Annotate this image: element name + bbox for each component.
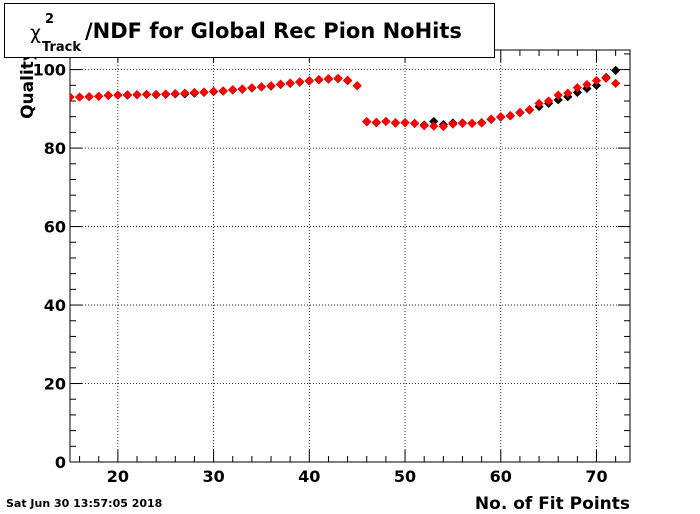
data-point — [218, 86, 228, 96]
data-point — [352, 81, 362, 91]
data-point — [256, 82, 267, 92]
data-point — [333, 73, 343, 83]
data-point — [295, 77, 305, 87]
data-point — [553, 90, 563, 100]
y-tick-label: 60 — [44, 218, 66, 237]
data-point — [572, 87, 582, 97]
frame-layer — [69, 49, 631, 463]
data-point — [390, 117, 401, 128]
data-point — [477, 118, 487, 128]
points-layer — [70, 65, 621, 132]
x-tick-label: 40 — [298, 467, 320, 486]
y-tick-label: 40 — [44, 296, 66, 315]
chart-title: /NDF for Global Rec Pion NoHits — [85, 19, 462, 43]
data-point — [208, 86, 219, 96]
y-tick-label: 100 — [33, 61, 66, 80]
data-point — [591, 80, 602, 90]
grid-layer — [70, 50, 630, 463]
data-point — [122, 90, 133, 100]
points-group — [70, 65, 621, 132]
data-point — [84, 92, 94, 102]
data-point — [438, 121, 448, 132]
data-point — [553, 95, 563, 105]
x-tick-label: 50 — [394, 467, 416, 486]
data-point — [448, 119, 458, 129]
data-point — [247, 83, 257, 93]
data-point — [515, 107, 525, 117]
data-point — [362, 116, 372, 127]
data-point — [94, 91, 104, 101]
data-point — [199, 87, 209, 97]
data-point — [180, 88, 190, 98]
labels-layer: 20 30 40 50 60 70 0 20 40 60 80 100 No. of Fit Point… — [18, 50, 630, 514]
data-point — [371, 117, 381, 127]
data-point — [505, 110, 515, 121]
series-1 — [70, 65, 621, 130]
data-point — [486, 114, 496, 124]
x-tick-label: 70 — [585, 467, 607, 486]
timestamp-label: Sat Jun 30 13:57:05 2018 — [6, 497, 163, 510]
data-point — [534, 98, 544, 108]
data-point — [228, 85, 238, 95]
x-tick-label: 60 — [490, 467, 512, 486]
data-point — [323, 74, 334, 84]
data-point — [343, 75, 353, 85]
data-point — [400, 117, 410, 128]
data-point — [419, 121, 429, 131]
data-point — [103, 90, 113, 100]
y-tick-label: 80 — [44, 139, 66, 158]
y-tick-label: 0 — [55, 453, 66, 472]
x-tick-label: 30 — [202, 467, 224, 486]
data-point — [591, 76, 602, 86]
data-point — [524, 105, 535, 115]
data-point — [74, 92, 85, 102]
series-2 — [70, 73, 621, 132]
data-point — [496, 112, 506, 122]
data-point — [457, 118, 468, 128]
plot-frame — [69, 49, 631, 463]
data-point — [141, 89, 152, 99]
data-point — [161, 89, 171, 99]
data-point — [170, 88, 180, 99]
x-axis-label: No. of Fit Points — [475, 494, 630, 514]
title-symbol: χ — [30, 22, 41, 44]
data-point — [275, 79, 286, 89]
title-superscript: 2 — [45, 12, 55, 27]
chart-title-box: χ 2 Track /NDF for Global Rec Pion NoHit… — [4, 3, 495, 58]
data-point — [132, 90, 142, 100]
x-tick-label: 20 — [107, 467, 129, 486]
data-point — [429, 116, 439, 127]
data-point — [563, 88, 573, 98]
data-point — [151, 89, 161, 99]
data-point — [611, 65, 621, 76]
data-point — [237, 84, 247, 94]
data-point — [429, 121, 439, 131]
data-point — [410, 118, 420, 128]
data-point — [601, 73, 611, 83]
data-point — [381, 116, 391, 127]
data-point — [113, 90, 123, 100]
data-point — [572, 83, 582, 93]
data-point — [285, 78, 295, 88]
title-subscript: Track — [42, 40, 81, 55]
data-point — [544, 96, 554, 106]
data-point — [611, 78, 621, 88]
data-point — [304, 76, 314, 86]
data-point — [189, 87, 200, 97]
y-axis-label: Quality — [18, 50, 38, 119]
data-point — [467, 118, 477, 128]
data-point — [70, 92, 75, 102]
data-point — [582, 79, 592, 90]
data-point — [314, 74, 324, 85]
ticks-layer — [70, 50, 630, 463]
y-tick-label: 20 — [44, 375, 66, 394]
data-point — [266, 81, 276, 91]
